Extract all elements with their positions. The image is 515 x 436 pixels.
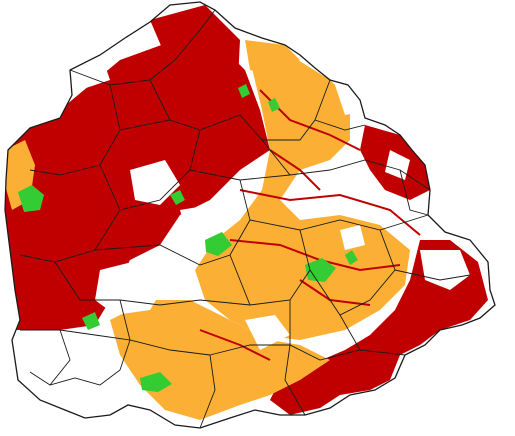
zone-medium-south — [110, 300, 330, 420]
zone-high-southeast — [270, 240, 488, 415]
zone-high-north — [150, 5, 240, 90]
zone-low-patches — [18, 84, 358, 392]
zone-medium-north — [245, 40, 300, 75]
district-boundaries — [19, 9, 471, 429]
